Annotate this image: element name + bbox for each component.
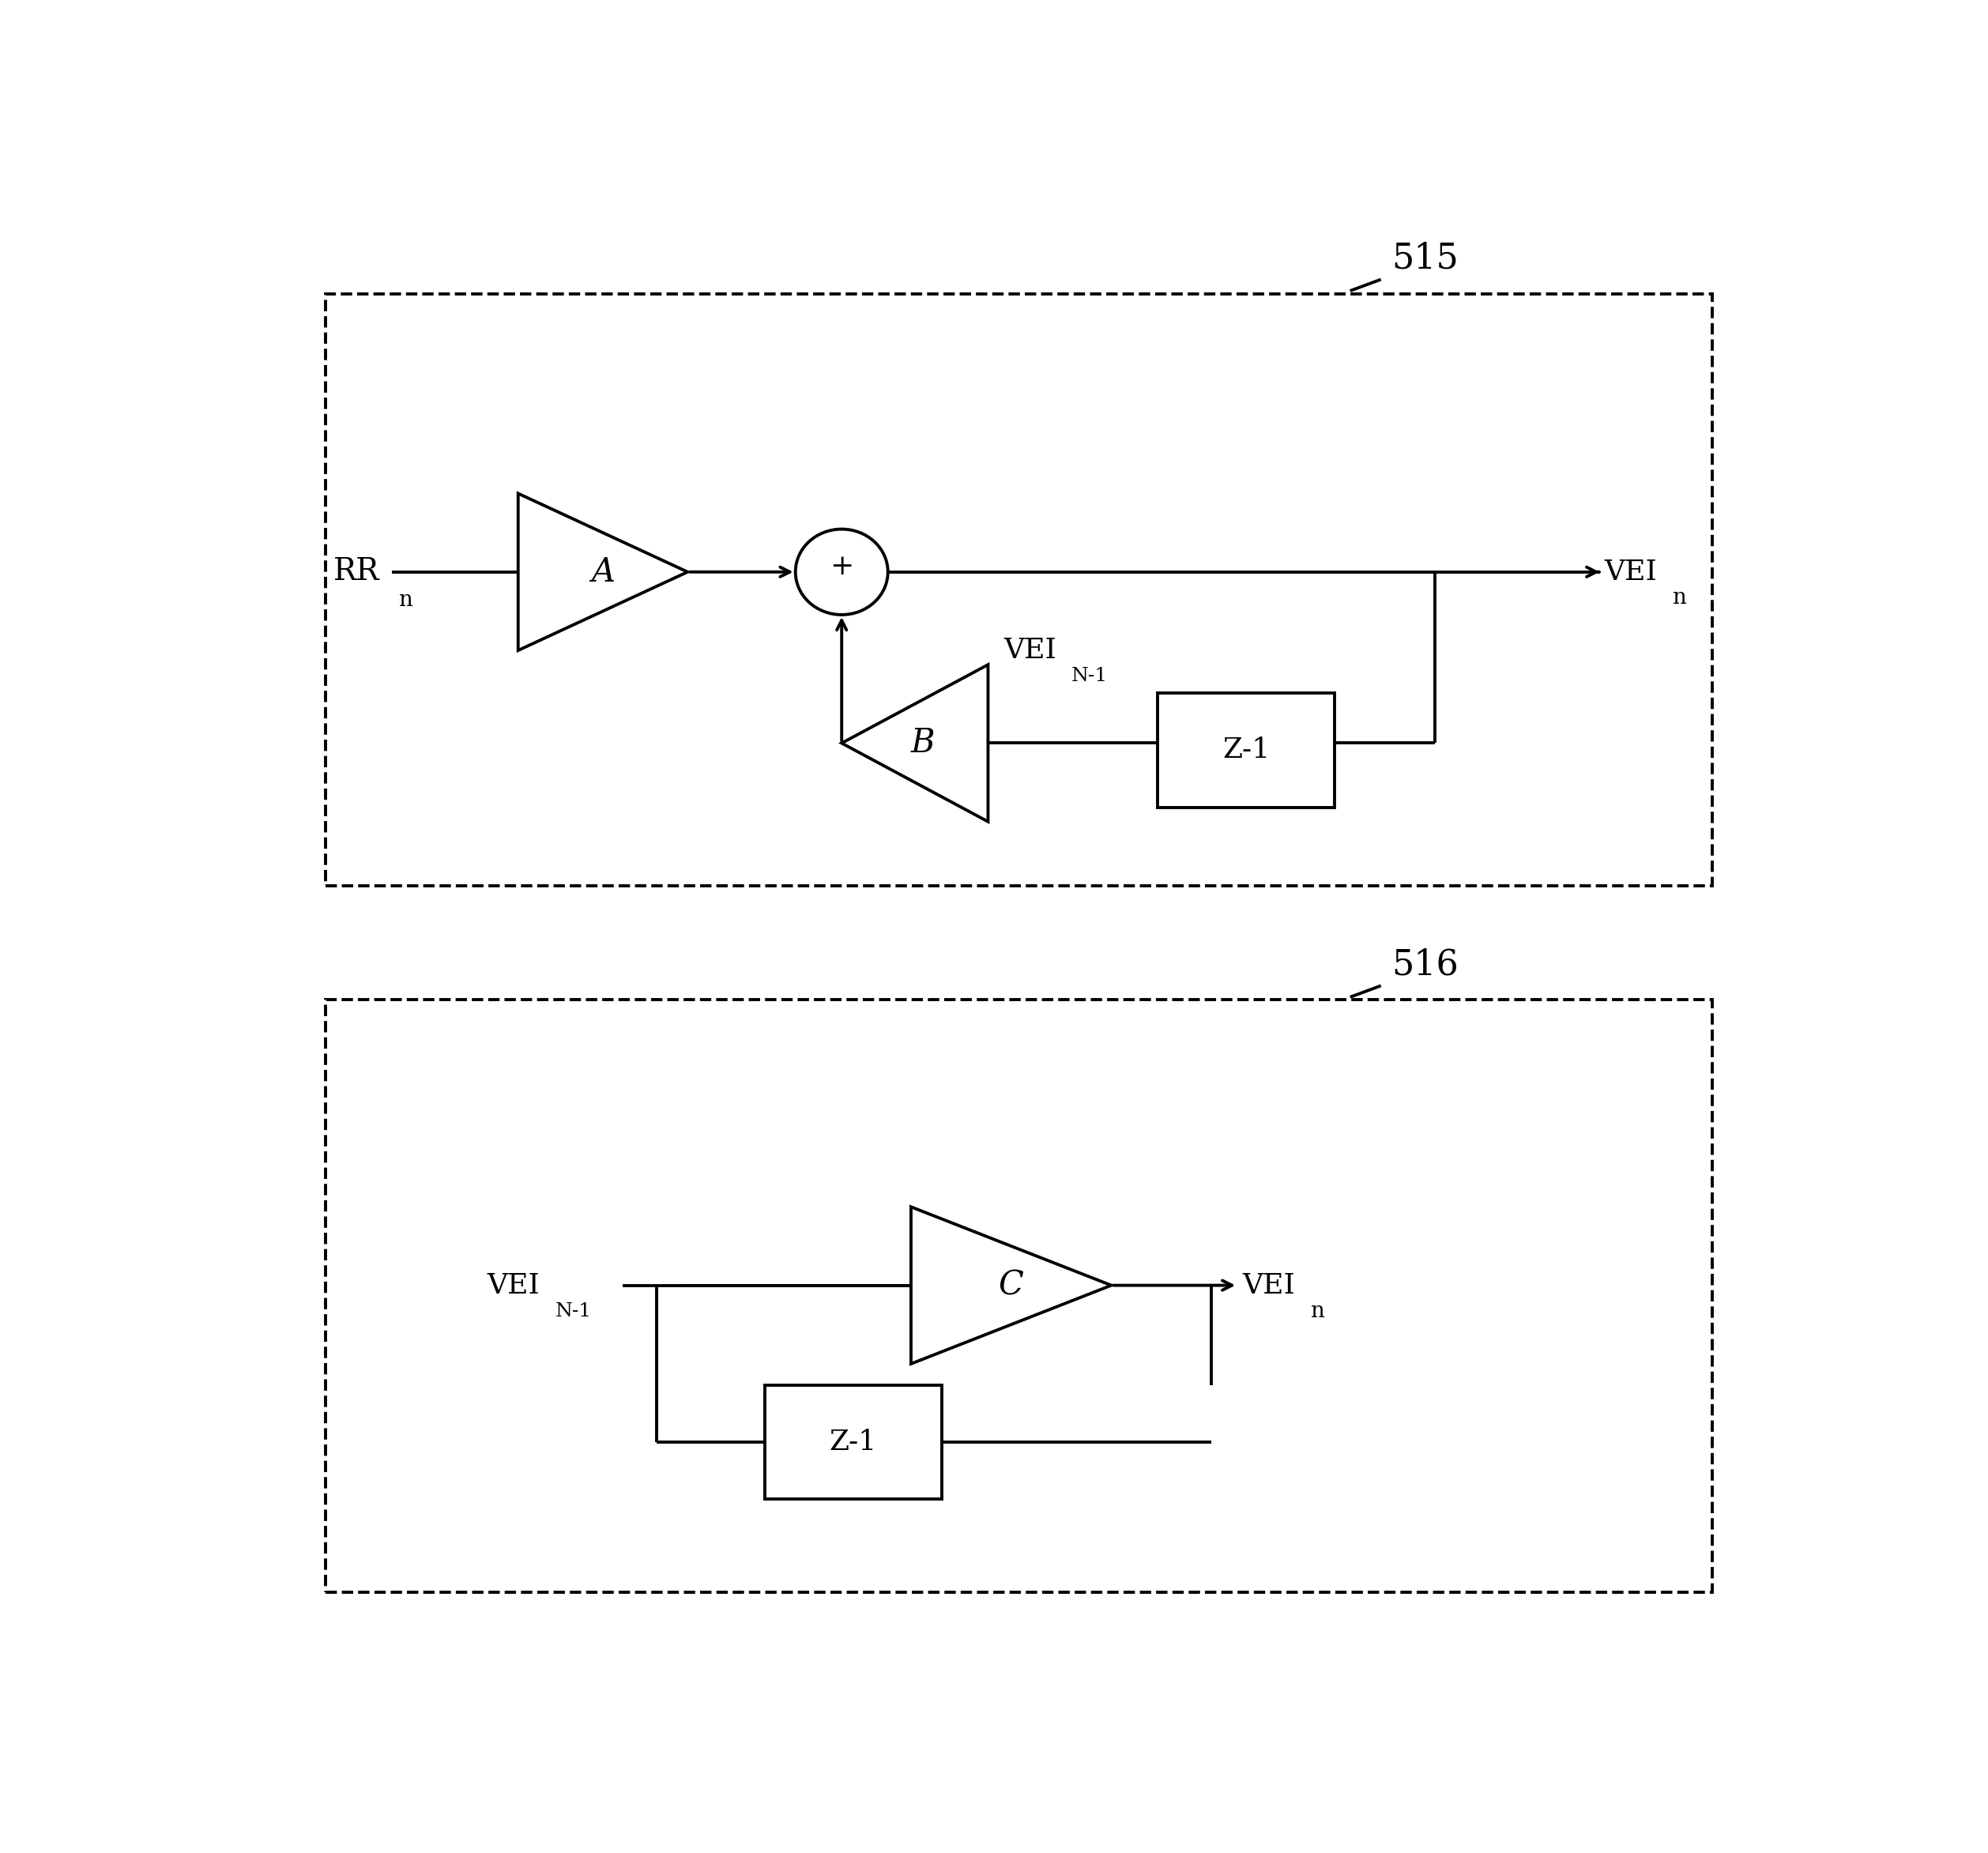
- Text: N-1: N-1: [555, 1303, 592, 1319]
- Bar: [1157, 693, 1334, 808]
- Text: n: n: [1310, 1301, 1324, 1321]
- Text: Z-1: Z-1: [829, 1429, 877, 1456]
- Text: B: B: [911, 726, 934, 760]
- Circle shape: [795, 530, 889, 615]
- Text: VEI: VEI: [1004, 637, 1056, 663]
- Text: +: +: [829, 552, 853, 580]
- Text: VEI: VEI: [1604, 558, 1658, 586]
- Text: C: C: [998, 1269, 1024, 1303]
- Text: 515: 515: [1392, 241, 1459, 274]
- Text: Z-1: Z-1: [1223, 737, 1270, 763]
- Text: A: A: [590, 556, 614, 589]
- Bar: [765, 1386, 942, 1499]
- Text: VEI: VEI: [487, 1271, 541, 1299]
- Text: N-1: N-1: [1072, 667, 1107, 686]
- Text: 516: 516: [1392, 947, 1459, 982]
- Text: RR: RR: [334, 558, 380, 587]
- Text: n: n: [1672, 587, 1686, 608]
- Text: VEI: VEI: [1242, 1271, 1294, 1299]
- Text: n: n: [398, 589, 412, 611]
